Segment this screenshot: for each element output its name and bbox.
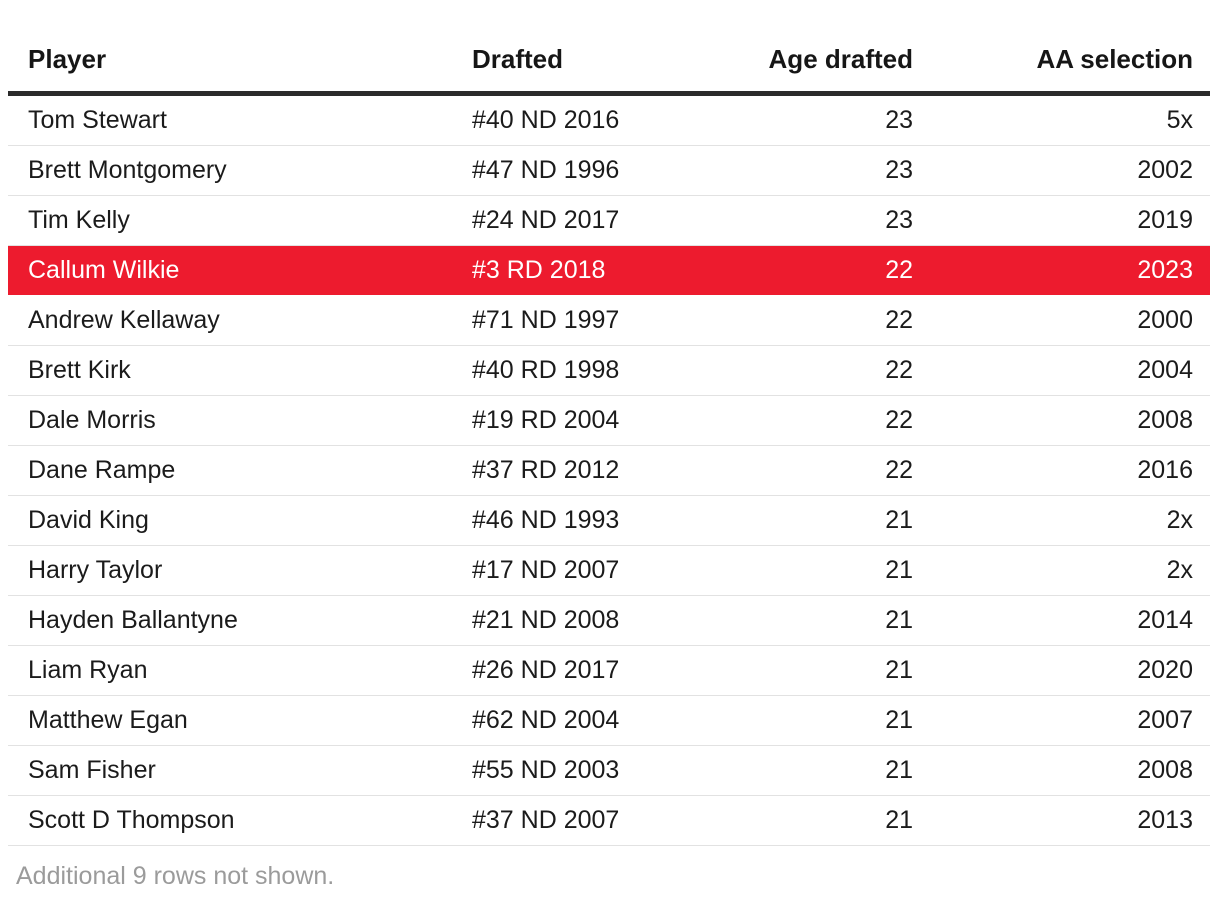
col-header-aa-selection: AA selection: [913, 28, 1210, 96]
cell-age-drafted: 23: [712, 145, 913, 196]
cell-player: Sam Fisher: [8, 745, 472, 796]
cell-drafted: #37 ND 2007: [472, 795, 712, 846]
cell-drafted: #40 ND 2016: [472, 93, 712, 146]
table-row: Harry Taylor #17 ND 2007 21 2x: [8, 545, 1210, 596]
cell-age-drafted: 21: [712, 595, 913, 646]
cell-player: Hayden Ballantyne: [8, 595, 472, 646]
table-row: Andrew Kellaway #71 ND 1997 22 2000: [8, 295, 1210, 346]
table-row-highlighted: Callum Wilkie #3 RD 2018 22 2023: [8, 245, 1210, 296]
cell-aa-selection: 2016: [913, 445, 1210, 496]
cell-drafted: #55 ND 2003: [472, 745, 712, 796]
cell-drafted: #46 ND 1993: [472, 495, 712, 546]
cell-aa-selection: 2007: [913, 695, 1210, 746]
cell-aa-selection: 2002: [913, 145, 1210, 196]
cell-aa-selection: 2008: [913, 395, 1210, 446]
table-row: Tom Stewart #40 ND 2016 23 5x: [8, 93, 1210, 146]
cell-age-drafted: 22: [712, 345, 913, 396]
table-body: Tom Stewart #40 ND 2016 23 5x Brett Montgome…: [8, 93, 1210, 846]
cell-player: Dane Rampe: [8, 445, 472, 496]
table-row: Brett Kirk #40 RD 1998 22 2004: [8, 345, 1210, 396]
table-row: Tim Kelly #24 ND 2017 23 2019: [8, 195, 1210, 246]
cell-age-drafted: 23: [712, 195, 913, 246]
cell-player: Matthew Egan: [8, 695, 472, 746]
cell-player: Scott D Thompson: [8, 795, 472, 846]
table-row: Hayden Ballantyne #21 ND 2008 21 2014: [8, 595, 1210, 646]
cell-player: Harry Taylor: [8, 545, 472, 596]
cell-age-drafted: 21: [712, 745, 913, 796]
cell-age-drafted: 21: [712, 545, 913, 596]
table-row: Dane Rampe #37 RD 2012 22 2016: [8, 445, 1210, 496]
players-table: Player Drafted Age drafted AA selection …: [8, 28, 1210, 846]
cell-player: Andrew Kellaway: [8, 295, 472, 346]
header-row: Player Drafted Age drafted AA selection: [8, 28, 1210, 96]
cell-aa-selection: 2013: [913, 795, 1210, 846]
cell-aa-selection: 5x: [913, 93, 1210, 146]
cell-age-drafted: 22: [712, 245, 913, 296]
cell-drafted: #62 ND 2004: [472, 695, 712, 746]
cell-aa-selection: 2004: [913, 345, 1210, 396]
cell-age-drafted: 23: [712, 93, 913, 146]
cell-drafted: #24 ND 2017: [472, 195, 712, 246]
cell-drafted: #40 RD 1998: [472, 345, 712, 396]
table-row: Brett Montgomery #47 ND 1996 23 2002: [8, 145, 1210, 196]
cell-drafted: #21 ND 2008: [472, 595, 712, 646]
cell-aa-selection: 2x: [913, 545, 1210, 596]
cell-drafted: #47 ND 1996: [472, 145, 712, 196]
col-header-drafted: Drafted: [472, 28, 712, 96]
table-row: David King #46 ND 1993 21 2x: [8, 495, 1210, 546]
table-row: Matthew Egan #62 ND 2004 21 2007: [8, 695, 1210, 746]
cell-drafted: #37 RD 2012: [472, 445, 712, 496]
cell-age-drafted: 21: [712, 495, 913, 546]
cell-drafted: #71 ND 1997: [472, 295, 712, 346]
cell-player: Liam Ryan: [8, 645, 472, 696]
cell-player: Brett Kirk: [8, 345, 472, 396]
cell-player: Tom Stewart: [8, 93, 472, 146]
cell-aa-selection: 2020: [913, 645, 1210, 696]
cell-age-drafted: 21: [712, 695, 913, 746]
cell-age-drafted: 21: [712, 795, 913, 846]
table-row: Liam Ryan #26 ND 2017 21 2020: [8, 645, 1210, 696]
cell-drafted: #3 RD 2018: [472, 245, 712, 296]
cell-player: Tim Kelly: [8, 195, 472, 246]
col-header-player: Player: [8, 28, 472, 96]
cell-player: Callum Wilkie: [8, 245, 472, 296]
cell-aa-selection: 2019: [913, 195, 1210, 246]
cell-drafted: #19 RD 2004: [472, 395, 712, 446]
cell-age-drafted: 22: [712, 395, 913, 446]
cell-aa-selection: 2023: [913, 245, 1210, 296]
cell-age-drafted: 22: [712, 295, 913, 346]
table-footnote: Additional 9 rows not shown.: [16, 862, 335, 890]
cell-aa-selection: 2008: [913, 745, 1210, 796]
cell-drafted: #17 ND 2007: [472, 545, 712, 596]
cell-player: David King: [8, 495, 472, 546]
table-row: Sam Fisher #55 ND 2003 21 2008: [8, 745, 1210, 796]
cell-player: Brett Montgomery: [8, 145, 472, 196]
cell-aa-selection: 2014: [913, 595, 1210, 646]
cell-drafted: #26 ND 2017: [472, 645, 712, 696]
col-header-age-drafted: Age drafted: [712, 28, 913, 96]
cell-age-drafted: 21: [712, 645, 913, 696]
cell-aa-selection: 2x: [913, 495, 1210, 546]
table-row: Dale Morris #19 RD 2004 22 2008: [8, 395, 1210, 446]
cell-aa-selection: 2000: [913, 295, 1210, 346]
cell-age-drafted: 22: [712, 445, 913, 496]
cell-player: Dale Morris: [8, 395, 472, 446]
table-row: Scott D Thompson #37 ND 2007 21 2013: [8, 795, 1210, 846]
